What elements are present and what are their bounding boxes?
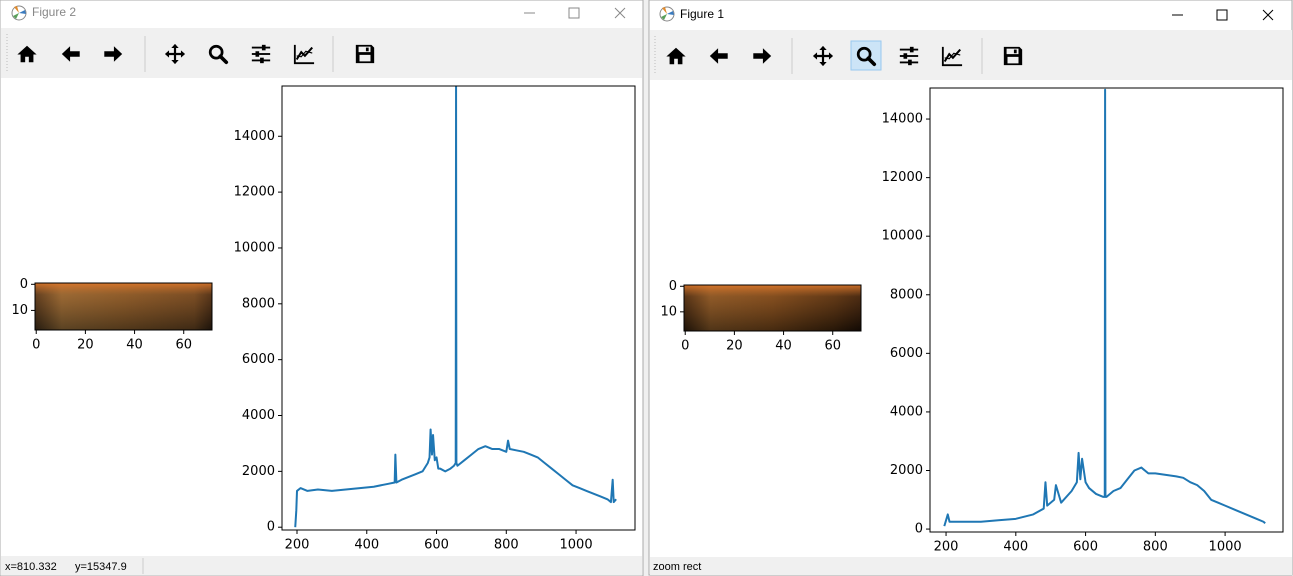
y-tick-label: 10000 bbox=[882, 229, 923, 244]
x-tick-label: 40 bbox=[775, 339, 792, 354]
x-tick-label: 400 bbox=[1003, 540, 1028, 555]
data-line bbox=[943, 88, 1266, 527]
x-tick-label: 200 bbox=[285, 538, 310, 553]
app-icon bbox=[659, 6, 675, 22]
y-tick-label: 2000 bbox=[890, 463, 923, 478]
toolbar bbox=[1, 28, 642, 78]
window-title: Figure 1 bbox=[680, 7, 724, 21]
close-button[interactable] bbox=[1262, 9, 1274, 21]
x-tick-label: 600 bbox=[424, 538, 449, 553]
x-tick-label: 20 bbox=[726, 339, 743, 354]
maximize-button[interactable] bbox=[1216, 9, 1228, 21]
active-highlight bbox=[850, 40, 882, 71]
x-tick-label: 40 bbox=[126, 338, 143, 353]
axes-frame bbox=[683, 284, 862, 332]
y-tick-label: 10 bbox=[11, 303, 28, 318]
x-tick-label: 0 bbox=[681, 339, 689, 354]
x-tick-label: 800 bbox=[1143, 540, 1168, 555]
y-tick-label: 8000 bbox=[890, 287, 923, 302]
axes-frame bbox=[929, 87, 1284, 533]
y-tick-label: 10000 bbox=[234, 240, 275, 255]
image-shade bbox=[35, 283, 212, 330]
y-tick-label: 0 bbox=[669, 279, 677, 294]
status-bar bbox=[650, 557, 1292, 575]
y-tick-label: 10 bbox=[660, 304, 677, 319]
x-tick-label: 1000 bbox=[560, 538, 593, 553]
image-shade bbox=[684, 285, 861, 331]
x-tick-label: 1000 bbox=[1209, 540, 1242, 555]
status-bar bbox=[1, 556, 642, 575]
x-tick-label: 0 bbox=[32, 338, 40, 353]
y-tick-label: 8000 bbox=[242, 296, 275, 311]
y-tick-label: 4000 bbox=[242, 408, 275, 423]
subplots-button[interactable] bbox=[251, 44, 271, 64]
y-tick-label: 0 bbox=[267, 520, 275, 535]
y-tick-label: 14000 bbox=[234, 129, 275, 144]
y-tick-label: 6000 bbox=[890, 346, 923, 361]
axes-frame bbox=[34, 282, 213, 331]
y-tick-label: 12000 bbox=[234, 185, 275, 200]
toolbar bbox=[650, 30, 1292, 80]
x-tick-label: 400 bbox=[354, 538, 379, 553]
subplots-button[interactable] bbox=[899, 46, 919, 66]
axes: 0 20 40 60 0 10 bbox=[660, 279, 862, 354]
window: Figure 2 x=810.332 y=15347.9 bbox=[0, 0, 644, 576]
axes: 200 400 600 800 1000020004000600080001000012… bbox=[882, 87, 1284, 555]
data-line bbox=[294, 86, 617, 528]
y-tick-label: 0 bbox=[915, 522, 923, 537]
x-tick-label: 60 bbox=[175, 338, 192, 353]
status-x: x=810.332 bbox=[5, 561, 57, 573]
maximize-button[interactable] bbox=[568, 7, 580, 19]
close-button[interactable] bbox=[614, 7, 626, 19]
x-tick-label: 20 bbox=[77, 338, 94, 353]
y-tick-label: 12000 bbox=[882, 170, 923, 185]
x-tick-label: 800 bbox=[494, 538, 519, 553]
status-y: y=15347.9 bbox=[75, 561, 127, 573]
x-tick-label: 600 bbox=[1073, 540, 1098, 555]
y-tick-label: 14000 bbox=[882, 112, 923, 127]
y-tick-label: 0 bbox=[20, 277, 28, 292]
app-icon bbox=[11, 5, 27, 21]
axes: 0 20 40 60 0 10 bbox=[11, 277, 213, 353]
status-message: zoom rect bbox=[653, 561, 701, 573]
x-tick-label: 200 bbox=[934, 540, 959, 555]
window-title: Figure 2 bbox=[32, 5, 76, 19]
y-tick-label: 6000 bbox=[242, 352, 275, 367]
axes: 200 400 600 800 1000020004000600080001000012… bbox=[234, 85, 636, 553]
axes-frame bbox=[281, 85, 636, 531]
y-tick-label: 2000 bbox=[242, 464, 275, 479]
x-tick-label: 60 bbox=[824, 339, 841, 354]
y-tick-label: 4000 bbox=[890, 404, 923, 419]
